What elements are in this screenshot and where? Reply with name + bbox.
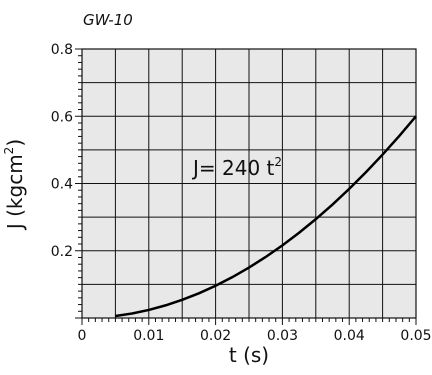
tick-labels: 0 0.01 0.02 0.03 0.04 0.05 0.2 0.4 0.6 0.8 [51,42,432,344]
y-axis-title-exponent: 2 [2,147,16,155]
x-tick-label: 0 [78,328,87,344]
y-tick-label: 0.2 [51,244,73,260]
y-axis-title: J (kgcm2) [2,139,27,231]
y-tick-label: 0.4 [51,177,73,193]
y-tick-label: 0.8 [51,42,73,58]
x-tick-label: 0.05 [400,328,431,344]
y-axis-title-end: ) [3,139,27,147]
equation-main: J= 240 t [191,156,275,180]
y-axis-title-main: J (kgcm [3,154,27,231]
x-tick-label: 0.01 [133,328,164,344]
x-tick-label: 0.04 [334,328,365,344]
equation-exponent: 2 [274,155,282,169]
x-tick-label: 0.03 [267,328,298,344]
x-tick-label: 0.02 [200,328,231,344]
y-tick-label: 0.6 [51,109,73,125]
series-line [115,115,417,318]
axes [75,48,417,325]
equation-annotation: J= 240 t2 [191,155,282,180]
x-axis-title: t (s) [229,343,269,367]
chart-title: GW-10 [83,11,133,29]
